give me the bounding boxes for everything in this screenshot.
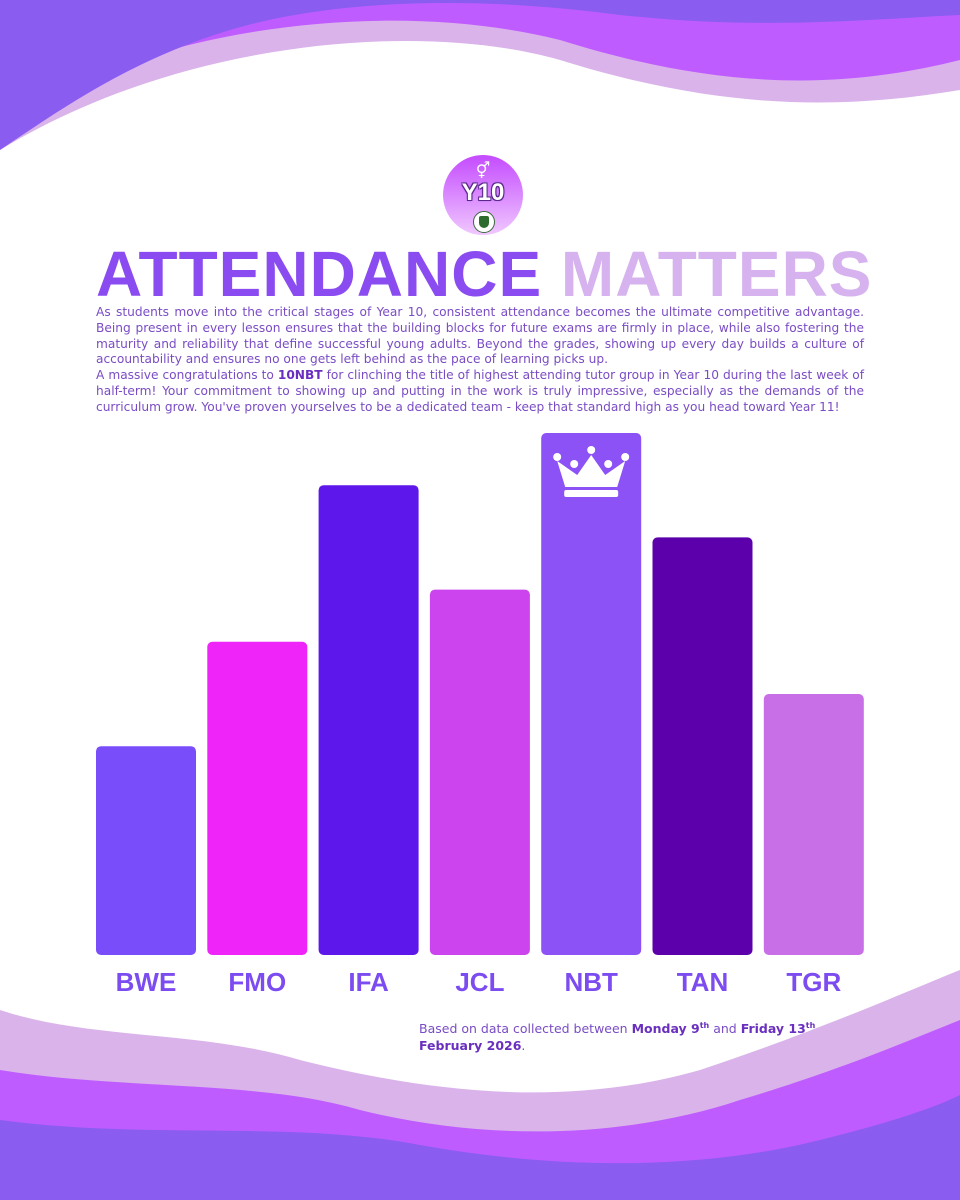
footnote-end-day: Friday 13 <box>740 1021 806 1037</box>
category-label-tgr: TGR <box>786 967 841 997</box>
footnote-start-day: Monday 9 <box>631 1021 700 1037</box>
bottom-wave-decoration <box>0 970 960 1200</box>
data-footnote: Based on data collected between Monday 9… <box>419 1017 864 1054</box>
category-label-jcl: JCL <box>455 967 504 997</box>
footnote-prefix: Based on data collected between <box>419 1021 632 1037</box>
footnote-start-sup: th <box>699 1021 710 1030</box>
bar-tgr <box>763 694 864 955</box>
bar-fmo <box>207 641 308 955</box>
bar-ifa <box>318 485 419 955</box>
category-label-tan: TAN <box>677 967 729 997</box>
crown-icon <box>553 446 630 497</box>
intro-text: As students move into the critical stage… <box>96 305 864 416</box>
bar-nbt <box>541 433 642 955</box>
winner-group: 10NBT <box>277 368 323 383</box>
category-label-bwe: BWE <box>116 967 177 997</box>
gender-symbol-icon: ⚥ <box>475 161 491 180</box>
category-label-ifa: IFA <box>348 967 389 997</box>
footnote-middle: and <box>709 1021 741 1037</box>
footnote-suffix: . <box>521 1038 526 1054</box>
bar-jcl <box>429 589 530 955</box>
title-part-1: ATTENDANCE <box>96 238 543 310</box>
intro-paragraph-2: A massive congratulations to 10NBT for c… <box>96 368 864 415</box>
bar-tan <box>652 537 753 955</box>
category-label-nbt: NBT <box>564 967 618 997</box>
intro-paragraph-1: As students move into the critical stage… <box>96 305 864 367</box>
category-label-fmo: FMO <box>228 967 286 997</box>
school-crest-icon <box>473 211 495 233</box>
footnote-end-sup: th <box>805 1021 816 1030</box>
intro-p2-suffix: for clinching the title of highest atten… <box>96 368 864 414</box>
title-part-2: MATTERS <box>560 238 873 310</box>
intro-p2-prefix: A massive congratulations to <box>96 368 278 383</box>
bar-bwe <box>96 746 196 955</box>
page-title: ATTENDANCE MATTERS <box>96 238 876 310</box>
badge-label: Y10 <box>461 179 505 206</box>
year-badge: ⚥ Y10 <box>443 155 523 235</box>
footnote-end-month: February 2026 <box>419 1038 522 1054</box>
